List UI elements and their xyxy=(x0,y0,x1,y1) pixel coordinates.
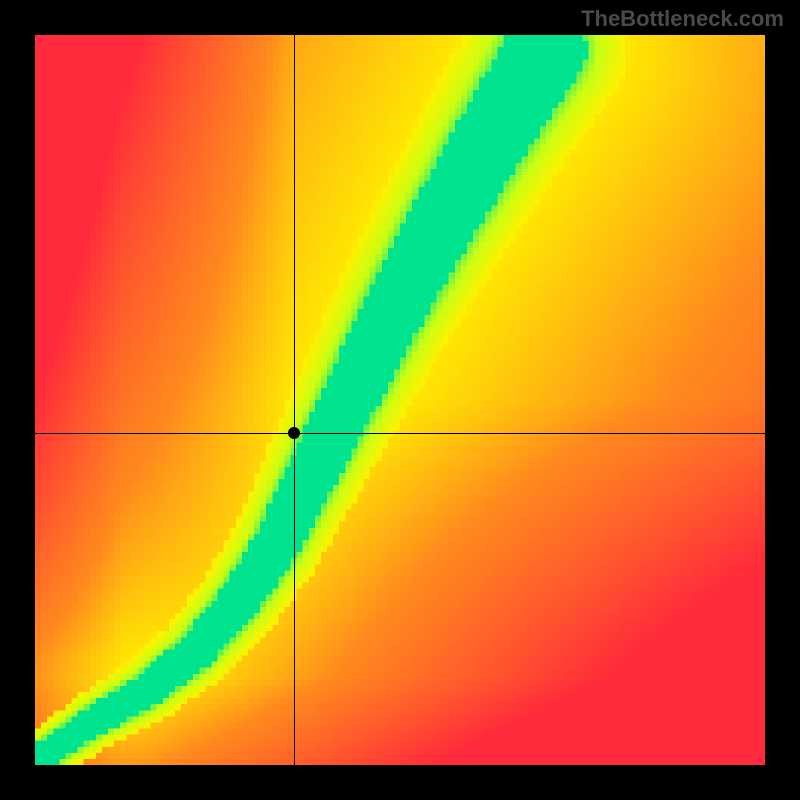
heatmap-plot xyxy=(35,35,765,765)
crosshair-vertical xyxy=(294,35,295,765)
crosshair-horizontal xyxy=(35,433,765,434)
crosshair-marker xyxy=(288,427,300,439)
heatmap-canvas xyxy=(35,35,765,765)
watermark-text: TheBottleneck.com xyxy=(581,6,784,32)
